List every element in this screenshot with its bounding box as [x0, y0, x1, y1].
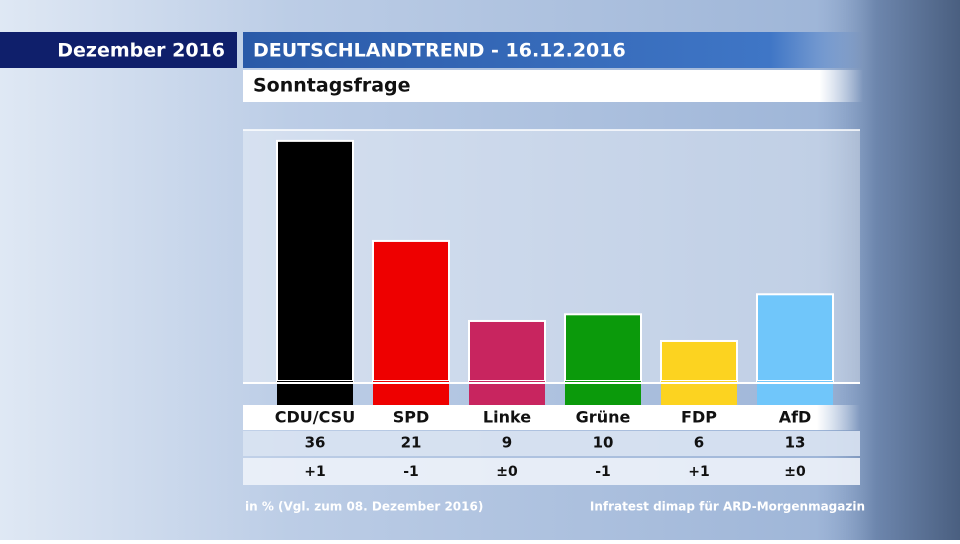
change-label: ±0 — [784, 464, 806, 480]
change-row — [243, 458, 860, 485]
bar — [660, 339, 738, 383]
header-label: Dezember 2016 — [57, 40, 225, 62]
footnote-right: Infratest dimap für ARD-Morgenmagazin — [590, 500, 865, 514]
bar-foot — [661, 381, 737, 405]
chart-title: DEUTSCHLANDTREND - 16.12.2016 — [253, 40, 626, 62]
category-label: SPD — [393, 408, 430, 427]
bar — [276, 139, 354, 382]
footnote-left: in % (Vgl. zum 08. Dezember 2016) — [245, 500, 483, 514]
bar-foot — [373, 381, 449, 405]
change-label: -1 — [595, 464, 611, 480]
value-label: 6 — [694, 434, 704, 452]
bar-foot — [565, 381, 641, 405]
value-label: 10 — [593, 434, 614, 452]
category-label: Grüne — [576, 408, 631, 427]
value-label: 36 — [305, 434, 326, 452]
header-box — [0, 32, 237, 68]
category-label: AfD — [779, 408, 812, 427]
category-label: CDU/CSU — [275, 408, 355, 427]
bar — [756, 293, 834, 383]
bar-foot — [277, 381, 353, 405]
change-label: +1 — [688, 464, 709, 480]
name-row — [243, 405, 860, 430]
value-label: 13 — [785, 434, 806, 452]
title-bar — [243, 32, 863, 68]
bar-foot — [757, 381, 833, 405]
subtitle-bar — [243, 70, 863, 102]
value-row — [243, 431, 860, 456]
change-label: -1 — [403, 464, 419, 480]
category-label: Linke — [483, 408, 531, 427]
value-label: 21 — [401, 434, 422, 452]
bar — [564, 313, 642, 382]
bar-foot — [469, 381, 545, 405]
change-label: +1 — [304, 464, 325, 480]
category-label: FDP — [681, 408, 717, 427]
value-label: 9 — [502, 434, 512, 452]
chart-subtitle: Sonntagsfrage — [253, 75, 411, 97]
bar — [372, 239, 450, 382]
bar — [468, 319, 546, 382]
change-label: ±0 — [496, 464, 518, 480]
